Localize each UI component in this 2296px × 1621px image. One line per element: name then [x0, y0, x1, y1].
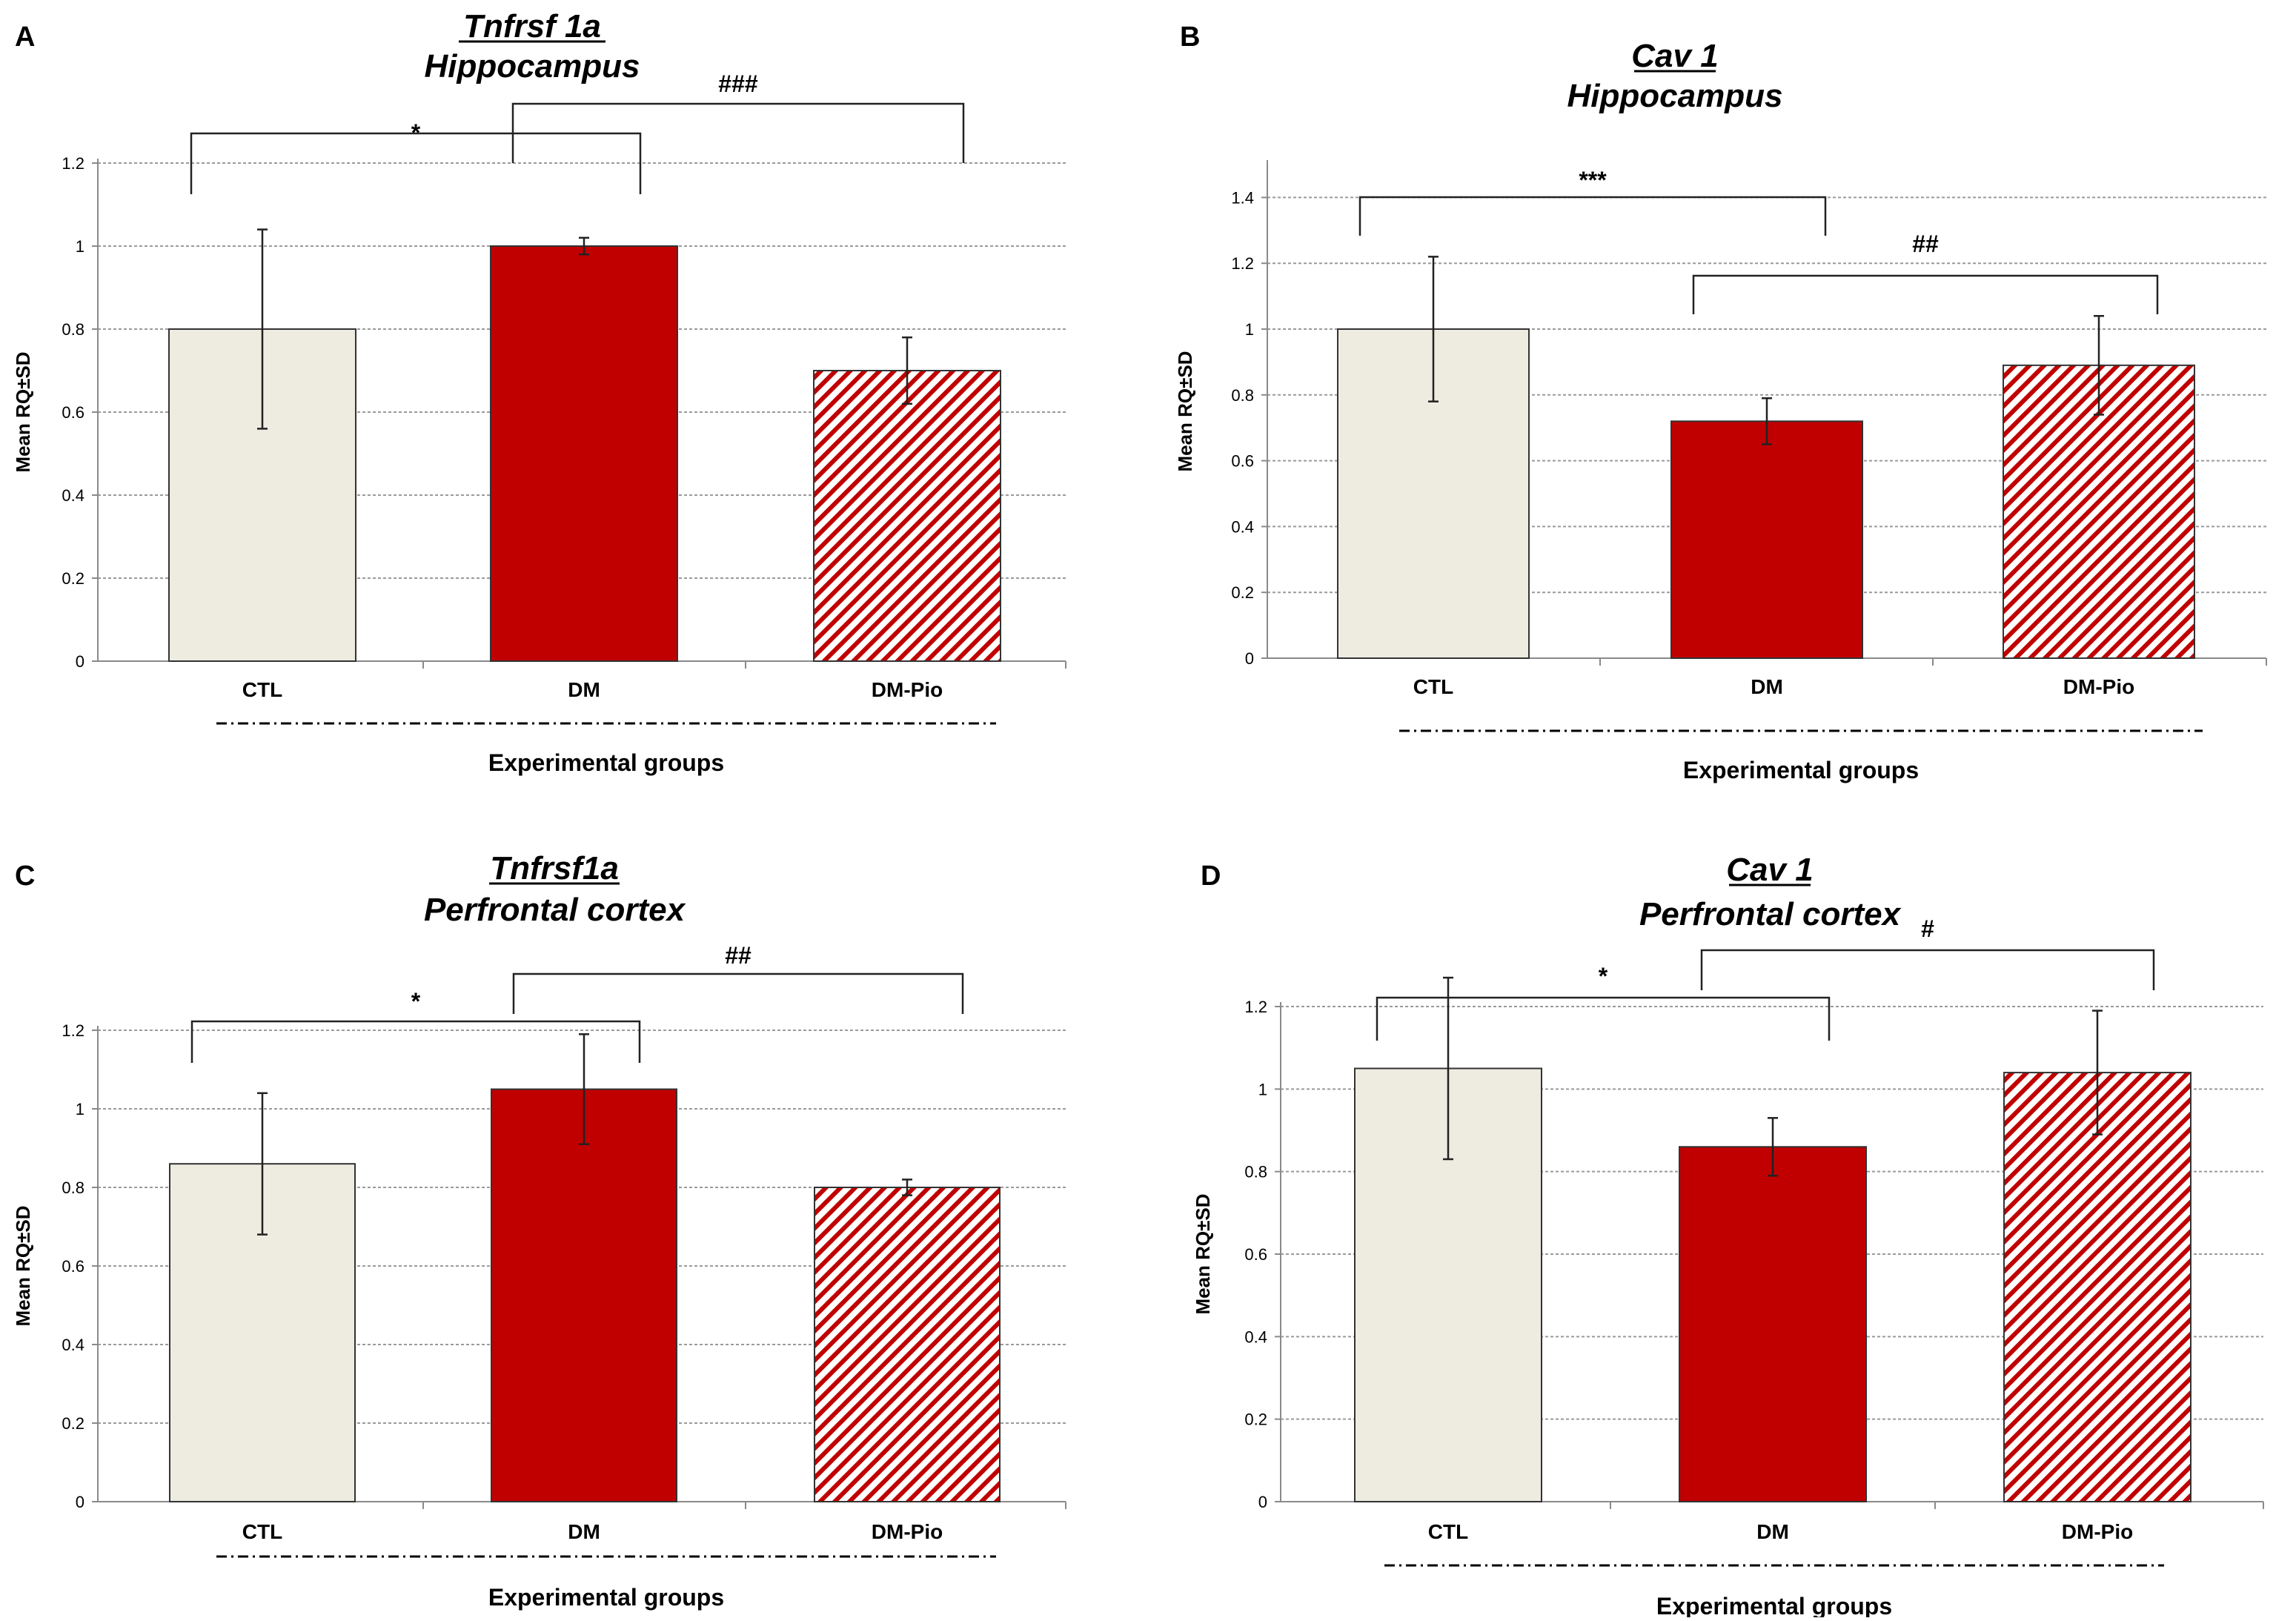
panel-c: C Tnfrsf1a Perfrontal cortex 0 0.2 0.4 0.6 0.8 1…	[12, 850, 1066, 1611]
bar-dm	[1670, 420, 1863, 659]
y-tick-label: 0	[76, 1493, 84, 1511]
y-tick-label: 1.2	[1231, 254, 1254, 273]
bar-dm	[490, 245, 678, 662]
y-tick-label: 0.2	[62, 569, 84, 588]
chart-title-gene: Tnfrsf 1a	[463, 8, 601, 44]
significance-label: ##	[1912, 231, 1939, 257]
category-label: DM-Pio	[872, 1520, 943, 1543]
y-tick-label: 0.8	[62, 1179, 84, 1197]
y-tick-label: 0.6	[62, 1257, 84, 1276]
bar-dm	[1679, 1146, 1867, 1503]
significance-bracket	[1358, 196, 1827, 236]
y-tick-label: 1.2	[62, 154, 84, 173]
category-label: CTL	[242, 678, 282, 701]
y-tick-label: 1.2	[1244, 998, 1267, 1016]
x-axis-title: Experimental groups	[1656, 1593, 1892, 1617]
category-label: DM-Pio	[872, 678, 943, 701]
category-label: DM	[568, 678, 600, 701]
y-tick-label: 0	[1245, 649, 1254, 668]
category-label: DM-Pio	[2063, 675, 2134, 698]
category-label: CTL	[1413, 675, 1453, 698]
y-tick-label: 1	[1258, 1080, 1267, 1098]
significance-bracket	[511, 102, 965, 163]
panel-letter: B	[1180, 21, 1200, 53]
y-tick-label: 0.2	[62, 1414, 84, 1433]
category-label: DM	[568, 1520, 600, 1543]
significance-bracket	[512, 972, 964, 1014]
chart-title-region: Hippocampus	[425, 48, 640, 84]
y-tick-label: 0.6	[1244, 1245, 1267, 1264]
y-tick-label: 0.6	[1231, 452, 1254, 471]
significance-bracket	[1700, 949, 2155, 990]
significance-label: *	[1599, 963, 1608, 989]
panel-letter: C	[15, 861, 35, 892]
y-tick-label: 1.4	[1231, 188, 1254, 207]
significance-label: #	[1921, 915, 1934, 942]
category-label: DM	[1751, 675, 1783, 698]
panel-b: B Cav 1 Hippocampus 0 0.2 0.4 0.6 0.8 1 1.2 1.4 CTL…	[1174, 21, 2267, 783]
significance-label: *	[411, 988, 421, 1015]
significance-label: *	[411, 119, 421, 146]
y-tick-label: 1	[76, 237, 84, 256]
y-tick-label: 0.8	[1244, 1163, 1267, 1181]
x-axis-title: Experimental groups	[1683, 757, 1919, 783]
bar-dm-pio	[813, 370, 1001, 662]
significance-label: ***	[1579, 167, 1607, 193]
y-tick-label: 0.6	[62, 403, 84, 422]
category-label: CTL	[1428, 1520, 1468, 1543]
y-tick-label: 0.8	[62, 320, 84, 339]
y-tick-label: 0.4	[1231, 517, 1254, 536]
bar-dm-pio	[814, 1187, 1001, 1502]
y-tick-label: 0.4	[62, 1336, 84, 1354]
y-tick-label: 1.2	[62, 1021, 84, 1040]
bar-dm	[491, 1088, 677, 1502]
chart-title-region: Hippocampus	[1567, 78, 1783, 114]
panel-letter: D	[1201, 861, 1221, 892]
y-axis-title: Mean RQ±SD	[12, 351, 34, 472]
y-tick-label: 0.2	[1231, 583, 1254, 602]
category-label: DM-Pio	[2062, 1520, 2133, 1543]
chart-title-gene: Cav 1	[1726, 852, 1813, 888]
panel-a: A Tnfrsf 1a Hippocampus 0 0.2 0.4 0.6 0.8 1 1.2 CT…	[12, 8, 1066, 776]
y-tick-label: 1	[1245, 320, 1254, 339]
chart-title-region: Perfrontal cortex	[424, 892, 686, 928]
significance-bracket	[1376, 996, 1831, 1041]
chart-title-gene: Tnfrsf1a	[490, 850, 619, 886]
significance-bracket	[190, 132, 642, 194]
category-label: DM	[1756, 1520, 1789, 1543]
panel-d: D Cav 1 Perfrontal cortex 0 0.2 0.4 0.6 0.8 1 1.2…	[1192, 852, 2264, 1620]
y-tick-label: 0.4	[1244, 1327, 1267, 1346]
x-axis-title: Experimental groups	[488, 1584, 724, 1611]
significance-bracket	[190, 1020, 641, 1063]
y-axis-title: Mean RQ±SD	[1174, 351, 1196, 471]
y-tick-label: 0.8	[1231, 386, 1254, 405]
y-tick-label: 0.4	[62, 486, 84, 505]
significance-label: ##	[725, 942, 751, 969]
chart-title-region: Perfrontal cortex	[1639, 896, 1902, 932]
y-tick-label: 0.2	[1244, 1410, 1267, 1429]
chart-title-gene: Cav 1	[1631, 38, 1718, 74]
bar-dm-pio	[2003, 1072, 2192, 1502]
y-axis-title: Mean RQ±SD	[1192, 1193, 1214, 1314]
significance-label: ###	[718, 70, 758, 97]
y-tick-label: 0	[76, 652, 84, 671]
significance-bracket	[1692, 274, 2159, 314]
y-tick-label: 0	[1258, 1493, 1267, 1511]
panel-letter: A	[15, 21, 35, 53]
category-label: CTL	[242, 1520, 282, 1543]
x-axis-title: Experimental groups	[488, 749, 724, 776]
y-axis-title: Mean RQ±SD	[12, 1205, 34, 1326]
y-tick-label: 1	[76, 1100, 84, 1118]
